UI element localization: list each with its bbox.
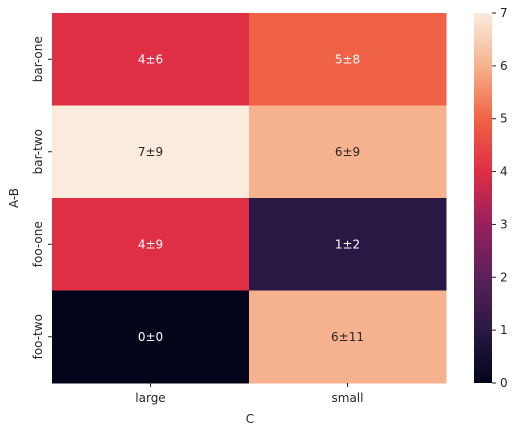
heatmap-cell <box>249 13 447 106</box>
cell-annotation: 0±0 <box>138 330 163 344</box>
y-tick-label: foo-one <box>31 221 45 267</box>
colorbar-gradient <box>474 13 492 383</box>
colorbar: 0 1 2 3 4 5 6 7 <box>474 6 508 390</box>
heatmap-cell <box>52 13 250 106</box>
heatmap-cell <box>52 105 250 199</box>
cell-annotation: 4±6 <box>138 52 163 66</box>
heatmap-cell <box>52 198 250 291</box>
y-tick-labels: bar-one bar-two foo-one foo-two <box>31 36 52 359</box>
cell-annotation: 4±9 <box>138 237 163 251</box>
colorbar-tick-label: 2 <box>500 270 508 284</box>
heatmap-cell <box>249 198 447 291</box>
cell-annotation: 7±9 <box>138 145 163 159</box>
y-tick-label: bar-one <box>31 36 45 82</box>
heatmap-cell <box>52 290 250 384</box>
cell-annotation: 6±9 <box>335 145 360 159</box>
heatmap-cells: 4±6 5±8 7±9 6±9 4±9 1±2 0±0 6±11 <box>52 13 447 384</box>
x-tick-label: large <box>135 391 165 405</box>
heatmap-cell <box>249 105 447 199</box>
colorbar-tick-label: 7 <box>500 6 508 20</box>
cell-annotation: 5±8 <box>335 52 360 66</box>
colorbar-tick-label: 3 <box>500 217 508 231</box>
colorbar-tick-label: 6 <box>500 59 508 73</box>
cell-annotation: 1±2 <box>335 237 360 251</box>
colorbar-tick-label: 4 <box>500 165 508 179</box>
y-axis-label: A-B <box>7 188 21 208</box>
colorbar-tick-label: 1 <box>500 323 508 337</box>
colorbar-tick-label: 0 <box>500 376 508 390</box>
x-tick-label: small <box>332 391 364 405</box>
heatmap-cell <box>249 290 447 384</box>
x-axis-label: C <box>246 412 254 426</box>
x-tick-labels: large small <box>135 383 363 405</box>
y-tick-label: bar-two <box>31 129 45 174</box>
cell-annotation: 6±11 <box>331 330 364 344</box>
colorbar-tick-label: 5 <box>500 112 508 126</box>
y-tick-label: foo-two <box>31 314 45 359</box>
